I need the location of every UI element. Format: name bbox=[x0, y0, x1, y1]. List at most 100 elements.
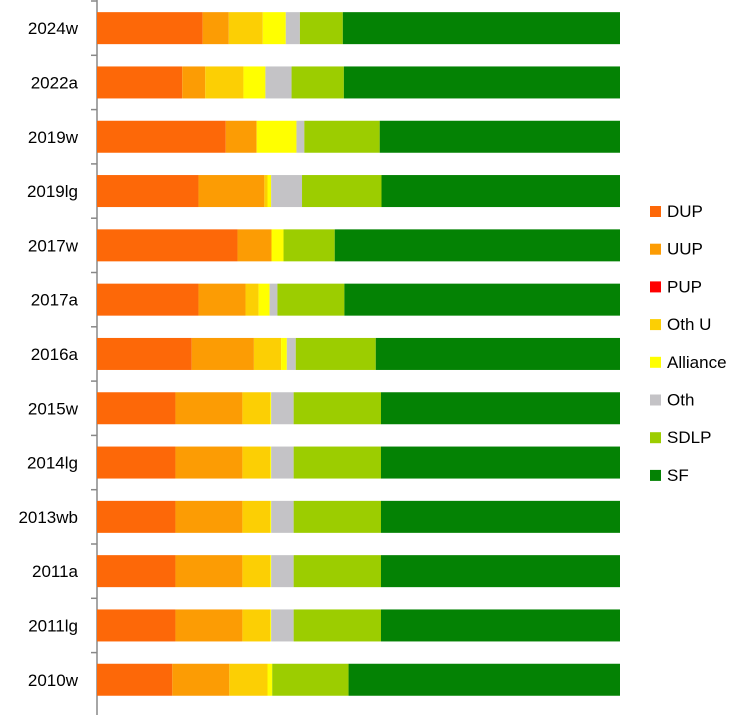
bar-segment-alliance bbox=[270, 446, 272, 479]
bar-segment-alliance bbox=[262, 12, 286, 45]
bar-segment-uup bbox=[191, 337, 254, 370]
bar-segment-dup bbox=[97, 229, 238, 262]
bar-segment-sdlp bbox=[293, 500, 381, 533]
bar-segment-sf bbox=[380, 500, 620, 533]
bar-segment-dup bbox=[97, 337, 192, 370]
bar-segment-uup bbox=[182, 66, 206, 99]
bar-segment-oth-u bbox=[205, 66, 244, 99]
bar-segment-uup bbox=[172, 663, 230, 696]
bar-segment-sf bbox=[380, 555, 620, 588]
bar-segment-sdlp bbox=[293, 392, 381, 425]
bar-segment-sf bbox=[380, 446, 620, 479]
bar-segment-alliance bbox=[281, 337, 287, 370]
bar-segment-dup bbox=[97, 392, 176, 425]
legend-swatch bbox=[650, 206, 661, 217]
bar-segment-dup bbox=[97, 500, 176, 533]
bar-segment-oth bbox=[271, 555, 294, 588]
bar-segment-sdlp bbox=[299, 12, 343, 45]
legend-swatch bbox=[650, 319, 661, 331]
bar-segment-alliance bbox=[267, 175, 272, 208]
category-label: 2017w bbox=[28, 236, 79, 255]
bar-segment-oth-u bbox=[242, 392, 271, 425]
category-label: 2019lg bbox=[27, 182, 78, 201]
bar-segment-alliance bbox=[270, 609, 272, 642]
category-label: 2011a bbox=[32, 562, 79, 581]
bar-segment-sf bbox=[344, 283, 620, 316]
bar-segment-oth-u bbox=[245, 283, 259, 316]
bar-segment-oth bbox=[271, 500, 294, 533]
bar-segment-uup bbox=[198, 175, 265, 208]
bar-segment-alliance bbox=[270, 392, 272, 425]
category-label: 2013wb bbox=[18, 508, 78, 527]
category-label: 2011lg bbox=[28, 616, 78, 635]
bar-segment-sdlp bbox=[302, 175, 382, 208]
legend-swatch bbox=[650, 394, 661, 406]
bar-segment-oth-u bbox=[228, 12, 263, 45]
bar-segment-oth bbox=[286, 337, 296, 370]
bar-segment-dup bbox=[97, 66, 183, 99]
bar-segment-oth bbox=[271, 175, 303, 208]
legend-swatch bbox=[650, 432, 661, 444]
bar-segment-dup bbox=[97, 175, 199, 208]
category-label: 2024w bbox=[28, 19, 79, 38]
bar-segment-sdlp bbox=[291, 66, 344, 99]
bar-segment-dup bbox=[97, 12, 203, 45]
bar-segment-oth bbox=[271, 446, 294, 479]
bar-segment-uup bbox=[202, 12, 229, 45]
bar-segment-uup bbox=[175, 500, 243, 533]
bar-segment-alliance bbox=[270, 500, 272, 533]
bar-segment-alliance bbox=[270, 555, 272, 588]
bar-segment-sf bbox=[343, 66, 620, 99]
bar-segment-alliance bbox=[256, 120, 297, 153]
bar-segment-dup bbox=[97, 609, 176, 642]
bar-segment-alliance bbox=[258, 283, 270, 316]
bar-segment-dup bbox=[97, 663, 173, 696]
legend-swatch bbox=[650, 243, 661, 255]
bar-segment-sf bbox=[380, 392, 620, 425]
bar-segment-uup bbox=[225, 120, 257, 153]
category-label: 2017a bbox=[31, 291, 79, 310]
legend-label: DUP bbox=[667, 202, 703, 221]
legend-swatch bbox=[650, 469, 661, 481]
bar-segment-oth-u bbox=[253, 337, 282, 370]
legend-label: Oth U bbox=[667, 315, 711, 334]
legend-swatch bbox=[650, 281, 661, 293]
bar-segment-sf bbox=[379, 120, 620, 153]
category-label: 2019w bbox=[28, 128, 79, 147]
bar-segment-oth-u bbox=[242, 446, 271, 479]
category-label: 2010w bbox=[28, 671, 79, 690]
bar-segment-sdlp bbox=[304, 120, 380, 153]
bar-segment-dup bbox=[97, 555, 176, 588]
legend-label: SF bbox=[667, 466, 689, 485]
legend-label: SDLP bbox=[667, 428, 711, 447]
category-label: 2015w bbox=[28, 399, 79, 418]
legend-swatch bbox=[650, 356, 661, 368]
bar-segment-dup bbox=[97, 283, 199, 316]
bar-segment-oth-u bbox=[229, 663, 268, 696]
bar-segment-oth-u bbox=[242, 500, 271, 533]
bar-segment-uup bbox=[175, 609, 243, 642]
legend-label: PUP bbox=[667, 277, 702, 296]
bar-segment-uup bbox=[175, 446, 243, 479]
bar-segment-sf bbox=[375, 337, 620, 370]
bar-segment-sdlp bbox=[293, 609, 381, 642]
bar-segment-oth bbox=[265, 66, 292, 99]
bar-segment-uup bbox=[198, 283, 246, 316]
bar-segment-sdlp bbox=[293, 555, 381, 588]
category-label: 2014lg bbox=[27, 454, 78, 473]
legend-label: Oth bbox=[667, 391, 694, 410]
bar-segment-sdlp bbox=[293, 446, 381, 479]
bar-segment-oth bbox=[296, 120, 305, 153]
legend-label: UUP bbox=[667, 240, 703, 259]
bar-segment-oth bbox=[271, 392, 294, 425]
bar-segment-sf bbox=[381, 175, 620, 208]
bar-segment-sdlp bbox=[283, 229, 335, 262]
category-label: 2022a bbox=[31, 73, 79, 92]
bar-segment-sf bbox=[380, 609, 620, 642]
category-label: 2016a bbox=[31, 345, 79, 364]
bar-segment-dup bbox=[97, 446, 176, 479]
bar-segment-alliance bbox=[267, 663, 273, 696]
bar-segment-oth bbox=[269, 283, 278, 316]
